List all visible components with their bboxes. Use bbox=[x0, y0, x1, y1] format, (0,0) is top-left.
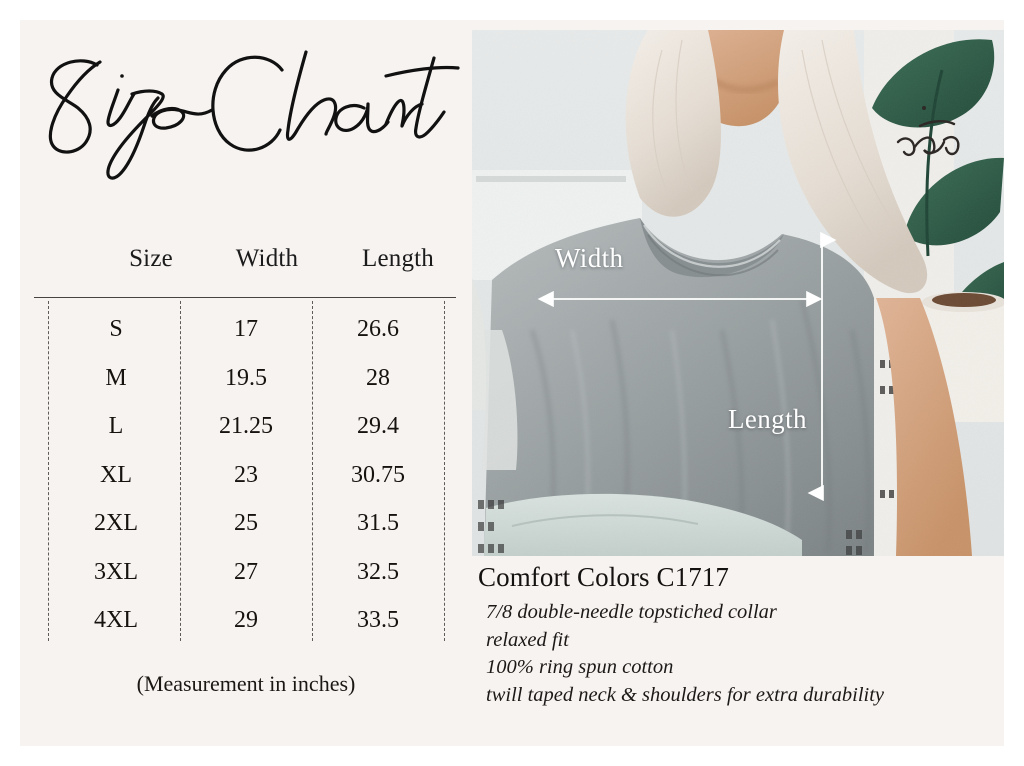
cell-width: 17 bbox=[234, 316, 258, 342]
product-photo: Width Length bbox=[472, 30, 1004, 556]
table-row: 2XL 25 31.5 bbox=[34, 499, 456, 548]
cell-size: 2XL bbox=[94, 510, 138, 536]
cell-length: 33.5 bbox=[357, 607, 399, 633]
table-row: XL 23 30.75 bbox=[34, 451, 456, 500]
cell-size: L bbox=[108, 413, 124, 439]
product-info: Comfort Colors C1717 7/8 double-needle t… bbox=[476, 562, 1004, 709]
cell-size: 3XL bbox=[94, 558, 138, 585]
product-feature: relaxed fit bbox=[486, 628, 569, 651]
column-divider-size bbox=[180, 301, 181, 641]
column-divider-left bbox=[48, 301, 49, 641]
cell-length: 31.5 bbox=[357, 510, 399, 536]
header-rule bbox=[34, 297, 456, 298]
cell-length: 26.6 bbox=[357, 316, 399, 342]
measurement-note: (Measurement in inches) bbox=[136, 671, 356, 696]
product-feature: twill taped neck & shoulders for extra d… bbox=[486, 683, 884, 706]
cell-width: 19.5 bbox=[225, 364, 267, 391]
table-row: S 17 26.6 bbox=[34, 305, 456, 354]
cell-length: 32.5 bbox=[357, 558, 399, 585]
cell-width: 21.25 bbox=[219, 413, 273, 439]
table-body: S 17 26.6 M 19.5 28 L 21.25 29.4 XL 23 bbox=[34, 305, 456, 645]
page-title: Size Chart bbox=[34, 38, 464, 188]
column-header-width: Width bbox=[235, 245, 299, 272]
cell-length: 28 bbox=[366, 364, 390, 391]
cell-width: 23 bbox=[234, 461, 258, 488]
table-row: 4XL 29 33.5 bbox=[34, 596, 456, 645]
table-row: L 21.25 29.4 bbox=[34, 402, 456, 451]
cell-size: M bbox=[105, 364, 127, 391]
cell-size: XL bbox=[100, 461, 132, 488]
table-header-row: Size Width Length bbox=[34, 245, 458, 293]
product-feature-list: 7/8 double-needle topstiched collar rela… bbox=[476, 599, 1004, 709]
column-divider-width bbox=[312, 301, 313, 641]
cell-size: 4XL bbox=[94, 607, 138, 633]
product-feature: 7/8 double-needle topstiched collar bbox=[486, 601, 777, 623]
product-title: Comfort Colors C1717 bbox=[478, 562, 730, 592]
size-table: Size Width Length S 17 26.6 M 19.5 28 bbox=[34, 245, 458, 645]
product-feature: 100% ring spun cotton bbox=[486, 656, 674, 678]
cell-width: 29 bbox=[234, 607, 258, 633]
column-header-length: Length bbox=[361, 245, 434, 272]
cell-size: S bbox=[109, 316, 123, 342]
column-divider-right bbox=[444, 301, 445, 641]
cell-length: 30.75 bbox=[351, 461, 405, 488]
cell-width: 25 bbox=[234, 510, 258, 536]
table-row: 3XL 27 32.5 bbox=[34, 548, 456, 597]
left-panel: Size Chart bbox=[0, 0, 472, 766]
column-header-size: Size bbox=[129, 245, 173, 272]
table-row: M 19.5 28 bbox=[34, 354, 456, 403]
cell-length: 29.4 bbox=[357, 413, 399, 439]
cell-width: 27 bbox=[234, 558, 258, 585]
